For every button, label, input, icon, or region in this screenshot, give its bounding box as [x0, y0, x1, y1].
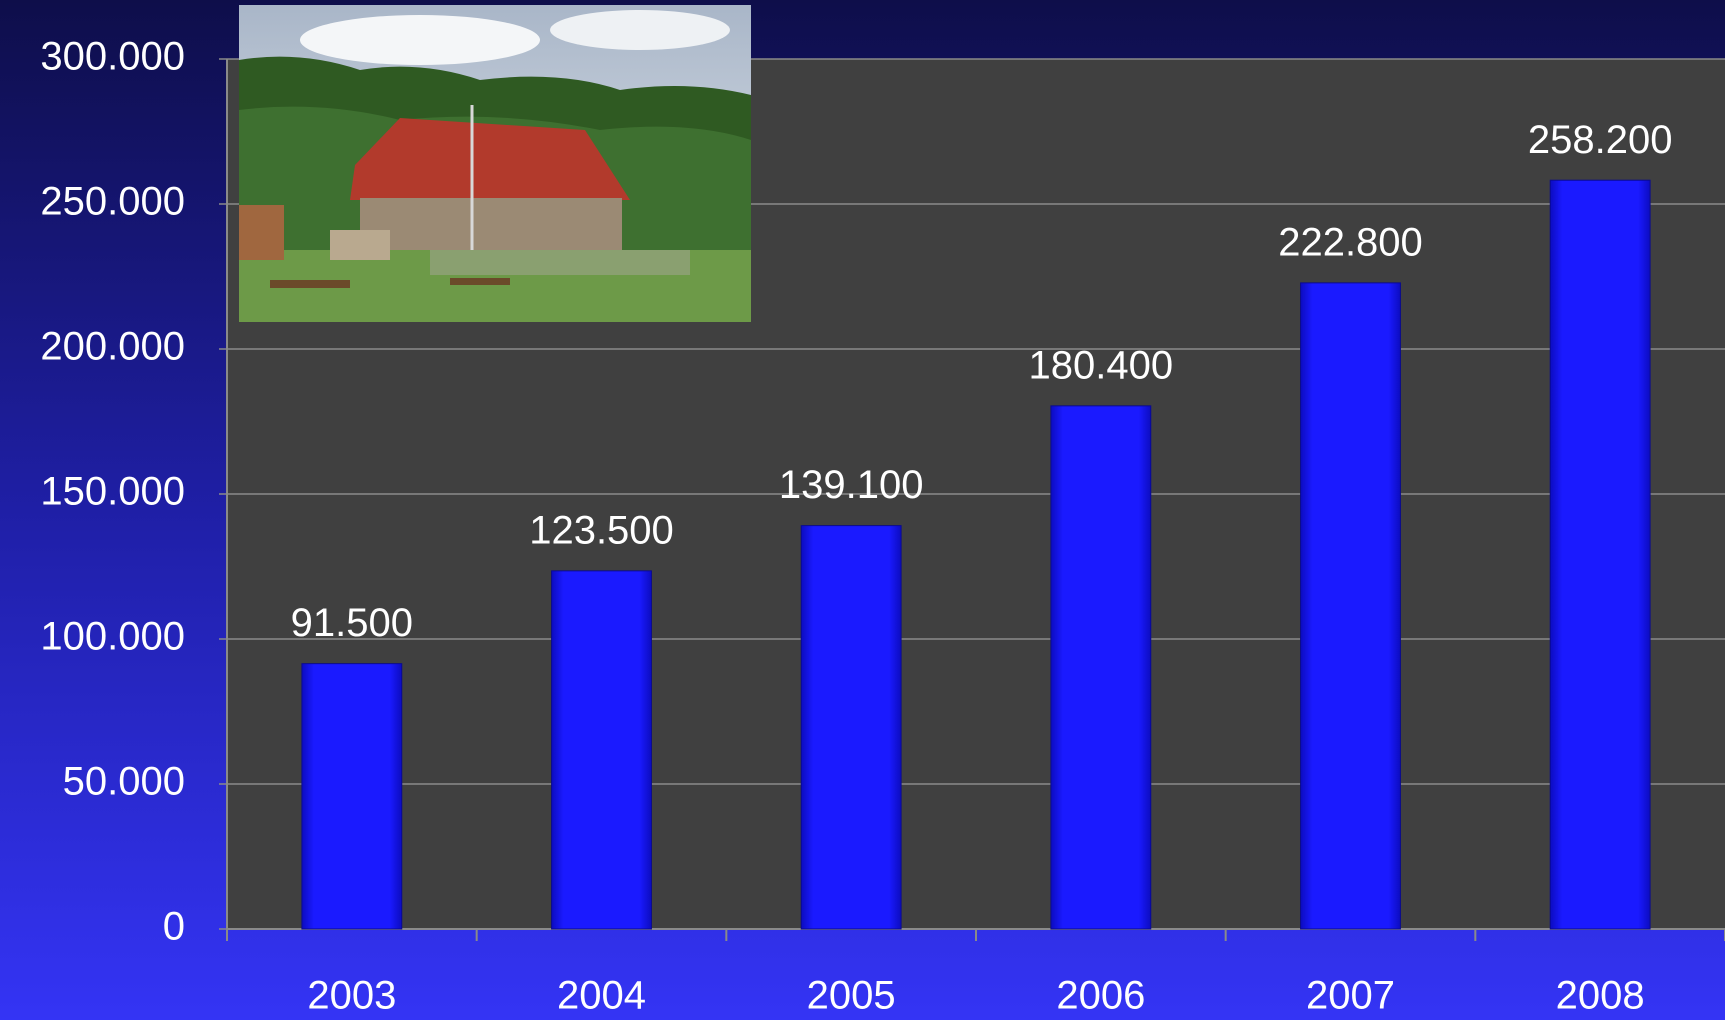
bar [551, 570, 652, 930]
y-tick-label: 50.000 [63, 760, 185, 804]
data-label: 222.800 [1278, 220, 1423, 264]
x-tick-label: 2004 [557, 974, 646, 1018]
bar [800, 525, 902, 930]
data-label: 180.400 [1029, 343, 1174, 387]
data-label: 91.500 [291, 601, 413, 645]
data-label: 139.100 [779, 463, 924, 507]
x-tick-label: 2007 [1306, 974, 1395, 1018]
bar [1050, 405, 1152, 930]
y-tick-label: 150.000 [40, 470, 185, 514]
data-label: 258.200 [1528, 118, 1673, 162]
y-tick-label: 0 [163, 905, 185, 949]
x-tick-label: 2005 [807, 974, 896, 1018]
y-tick-label: 200.000 [40, 325, 185, 369]
x-tick-label: 2003 [307, 974, 396, 1018]
bar [1300, 282, 1401, 930]
y-tick-label: 250.000 [40, 180, 185, 224]
x-tick-label: 2008 [1556, 974, 1645, 1018]
data-label: 123.500 [529, 508, 674, 552]
x-tick-label: 2006 [1056, 974, 1145, 1018]
y-tick-label: 100.000 [40, 615, 185, 659]
photo [239, 5, 751, 322]
y-tick-label: 300.000 [40, 35, 185, 79]
bar [301, 663, 403, 930]
bar [1549, 179, 1651, 930]
